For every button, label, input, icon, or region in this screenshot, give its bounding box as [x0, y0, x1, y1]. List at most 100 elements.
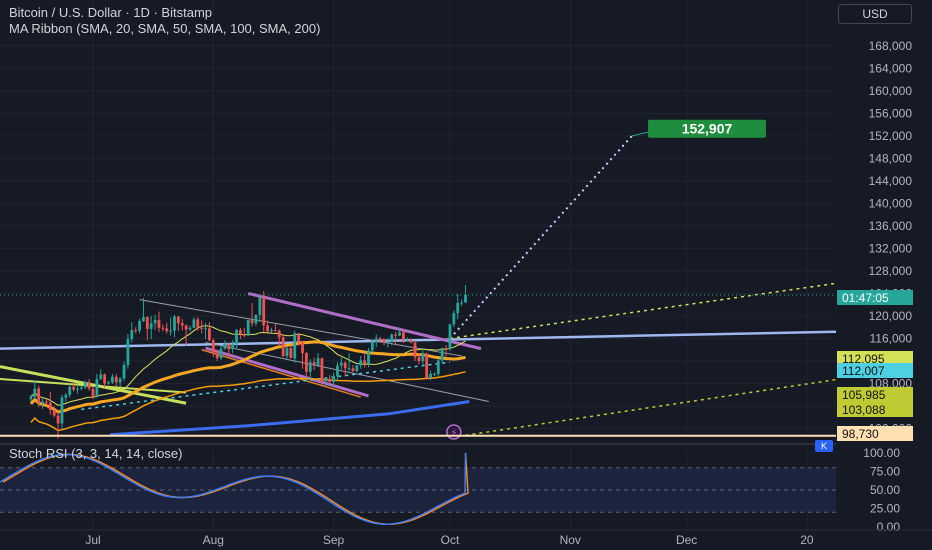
candle-body — [312, 362, 316, 366]
price-tick-label: 156,000 — [869, 106, 913, 120]
candle-body — [64, 394, 68, 398]
candle-body — [68, 386, 72, 395]
candle-body — [79, 387, 83, 389]
candle-body — [208, 328, 211, 341]
candle-body — [211, 340, 215, 354]
indicator-legend: MA Ribbon (SMA, 20, SMA, 50, SMA, 100, S… — [9, 21, 321, 36]
k-badge[interactable]: K — [815, 440, 833, 452]
candle-body — [351, 368, 355, 372]
stoch-rsi-title: Stoch RSI (3, 3, 14, 14, close) — [9, 446, 183, 461]
candle-body — [60, 397, 64, 424]
price-tick-label: 160,000 — [869, 84, 913, 98]
candle-body — [122, 364, 126, 379]
price-tick-label: 132,000 — [869, 241, 913, 255]
candle-body — [239, 330, 242, 335]
candle-body — [235, 330, 238, 345]
channel-upper-thin — [139, 299, 462, 357]
cyan-dotted-line — [81, 361, 451, 411]
candle-body — [433, 373, 436, 375]
candle-body — [421, 353, 425, 362]
channel-lower-thin — [205, 341, 489, 403]
price-tick-label: 140,000 — [869, 196, 913, 210]
candle-body — [402, 332, 405, 341]
candle-body — [370, 341, 374, 351]
stoch-tick-label: 100.00 — [863, 446, 900, 460]
candle-body — [262, 297, 266, 326]
candle-body — [103, 374, 107, 384]
candle-body — [219, 348, 223, 359]
candle-body — [285, 348, 289, 356]
candle-body — [464, 295, 467, 303]
yellow-projection-lower — [465, 378, 837, 437]
candle-body — [33, 388, 37, 398]
candle-body — [363, 360, 366, 364]
candle-body — [223, 343, 227, 349]
candle-body — [301, 342, 304, 354]
candle-body — [343, 362, 347, 369]
candle-body — [273, 330, 277, 332]
candle-body — [452, 313, 456, 325]
projection-line — [449, 135, 633, 340]
candle-body — [192, 319, 196, 328]
candle-body — [180, 323, 184, 326]
candle-body — [188, 327, 192, 330]
candle-body — [409, 340, 413, 343]
candle-body — [281, 337, 285, 356]
candle-body — [242, 334, 246, 336]
candle-body — [153, 319, 157, 324]
candle-body — [339, 362, 343, 366]
orange-trendline — [201, 349, 361, 398]
candle-body — [429, 373, 432, 378]
stoch-tick-label: 75.00 — [870, 465, 900, 479]
candle-body — [258, 297, 262, 315]
currency-button[interactable]: USD — [838, 4, 912, 24]
channel-lower — [205, 346, 369, 398]
time-tick-label: Aug — [203, 533, 224, 547]
time-tick-label: Nov — [560, 533, 581, 547]
price-tag — [837, 387, 913, 402]
candle-body — [425, 353, 429, 378]
candle-body — [305, 353, 308, 372]
candle-body — [448, 324, 452, 350]
time-tick-label: 20 — [800, 533, 814, 547]
candle-body — [444, 348, 448, 350]
candle-body — [355, 365, 359, 372]
candle-body — [134, 330, 138, 332]
candle-body — [107, 382, 110, 384]
candle-body — [436, 360, 440, 374]
candle-body — [200, 327, 204, 329]
stoch-tick-label: 50.00 — [870, 483, 900, 497]
candle-body — [308, 362, 312, 372]
candle-body — [52, 409, 56, 416]
candle-body — [83, 381, 87, 388]
lightning-icon: ⚡ — [450, 428, 457, 439]
axis-background — [836, 0, 932, 550]
candle-body — [215, 353, 219, 359]
candle-body — [394, 334, 398, 336]
candle-body — [320, 358, 324, 382]
candle-body — [359, 360, 363, 366]
time-tick-label: Dec — [676, 533, 697, 547]
candle-body — [196, 319, 200, 328]
candle-body — [413, 342, 417, 358]
candle-body — [328, 379, 332, 382]
candle-body — [138, 321, 141, 331]
candle-body — [48, 402, 52, 410]
price-tick-label: 144,000 — [869, 174, 913, 188]
target-label-box — [648, 119, 766, 138]
candle-body — [204, 328, 207, 330]
candle-body — [250, 319, 254, 324]
candle-body — [270, 330, 273, 332]
candle-body — [231, 344, 235, 350]
stoch-tick-label: 25.00 — [870, 502, 900, 516]
candle-body — [347, 368, 351, 370]
price-tag-label: 112,095 — [842, 352, 885, 366]
candles — [29, 285, 467, 439]
candle-body — [440, 348, 444, 361]
candle-body — [29, 397, 33, 400]
candle-body — [176, 316, 180, 324]
price-tick-label: 148,000 — [869, 151, 913, 165]
candle-body — [382, 339, 386, 343]
yellow-projection-upper — [449, 282, 837, 340]
